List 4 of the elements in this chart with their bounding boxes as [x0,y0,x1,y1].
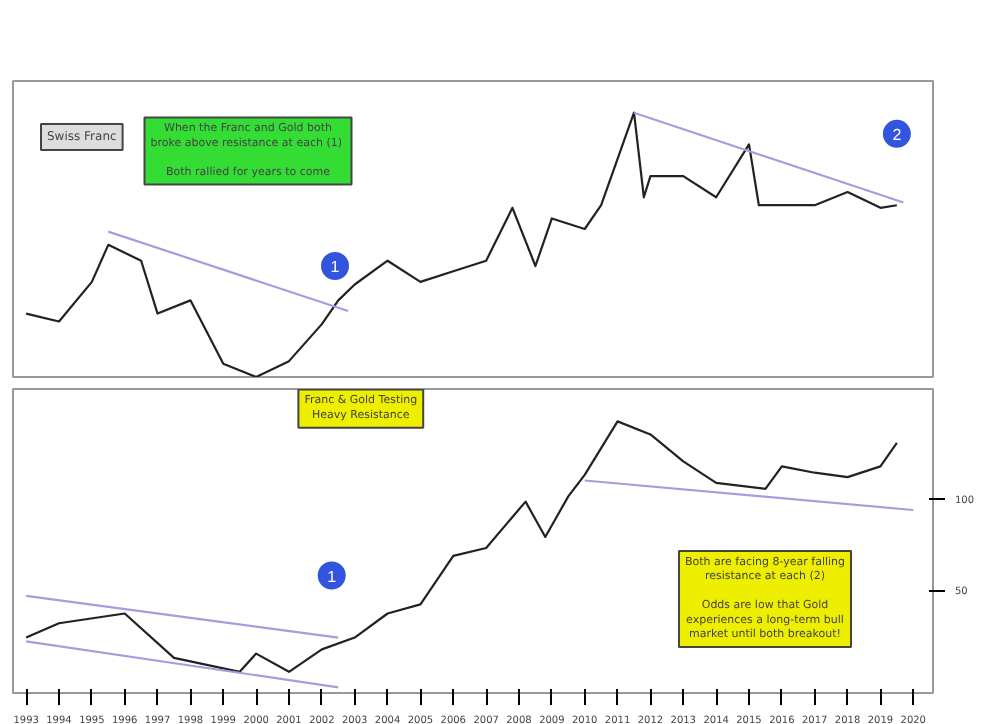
annotation: 1 [327,567,338,586]
annotation: 1 [330,258,341,276]
line-series [25,420,898,673]
annotation: 2 [892,125,903,144]
